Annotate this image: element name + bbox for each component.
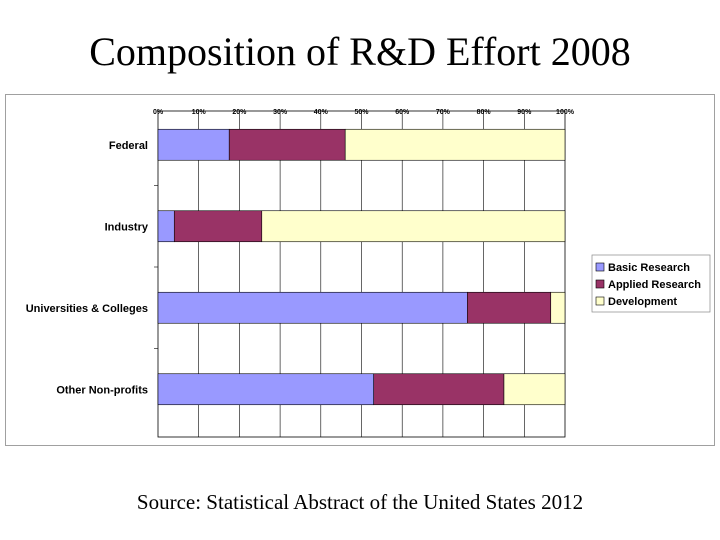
legend-swatch: [595, 279, 605, 289]
x-tick-label: 80%: [477, 109, 492, 116]
x-tick-label: 90%: [517, 109, 532, 116]
x-tick-label: 40%: [314, 109, 329, 116]
x-tick-label: 70%: [436, 109, 451, 116]
x-tick-label: 100%: [556, 109, 575, 116]
legend-label: Basic Research: [608, 262, 690, 274]
legend-swatch: [595, 262, 605, 272]
bar-segment: [157, 210, 175, 243]
bar-segment: [503, 373, 566, 406]
bar-segment: [344, 128, 566, 161]
bar-segment: [550, 291, 566, 324]
bar-segment: [157, 373, 375, 406]
bar-segment: [373, 373, 505, 406]
bar-segment: [173, 210, 263, 243]
x-tick-label: 50%: [354, 109, 369, 116]
x-tick-label: 60%: [395, 109, 410, 116]
x-tick-label: 30%: [273, 109, 288, 116]
source-caption: Source: Statistical Abstract of the Unit…: [136, 490, 584, 514]
legend-label: Development: [608, 296, 677, 308]
bar-segment: [228, 128, 346, 161]
x-tick-label: 0%: [153, 109, 164, 116]
stacked-bar-chart: 0% 10% 20% 30% 40% 50% 60% 70% 80% 90% 100% Federal…: [26, 109, 711, 438]
bar-segment: [467, 291, 552, 324]
category-label: Universities & Colleges: [26, 303, 148, 315]
category-label: Industry: [105, 221, 149, 233]
x-tick-label: 10%: [192, 109, 207, 116]
x-tick-label: 20%: [232, 109, 247, 116]
bar-segment: [157, 128, 230, 161]
legend-swatch: [595, 296, 605, 306]
legend-label: Applied Research: [608, 279, 701, 291]
chart-frame: 0% 10% 20% 30% 40% 50% 60% 70% 80% 90% 100% Federal…: [5, 94, 715, 446]
bar-segment: [261, 210, 566, 243]
category-label: Other Non-profits: [56, 384, 148, 396]
category-label: Federal: [109, 140, 148, 152]
bar-segment: [157, 291, 468, 324]
legend-box: [591, 254, 711, 313]
slide-title: Composition of R&D Effort 2008: [89, 29, 631, 74]
